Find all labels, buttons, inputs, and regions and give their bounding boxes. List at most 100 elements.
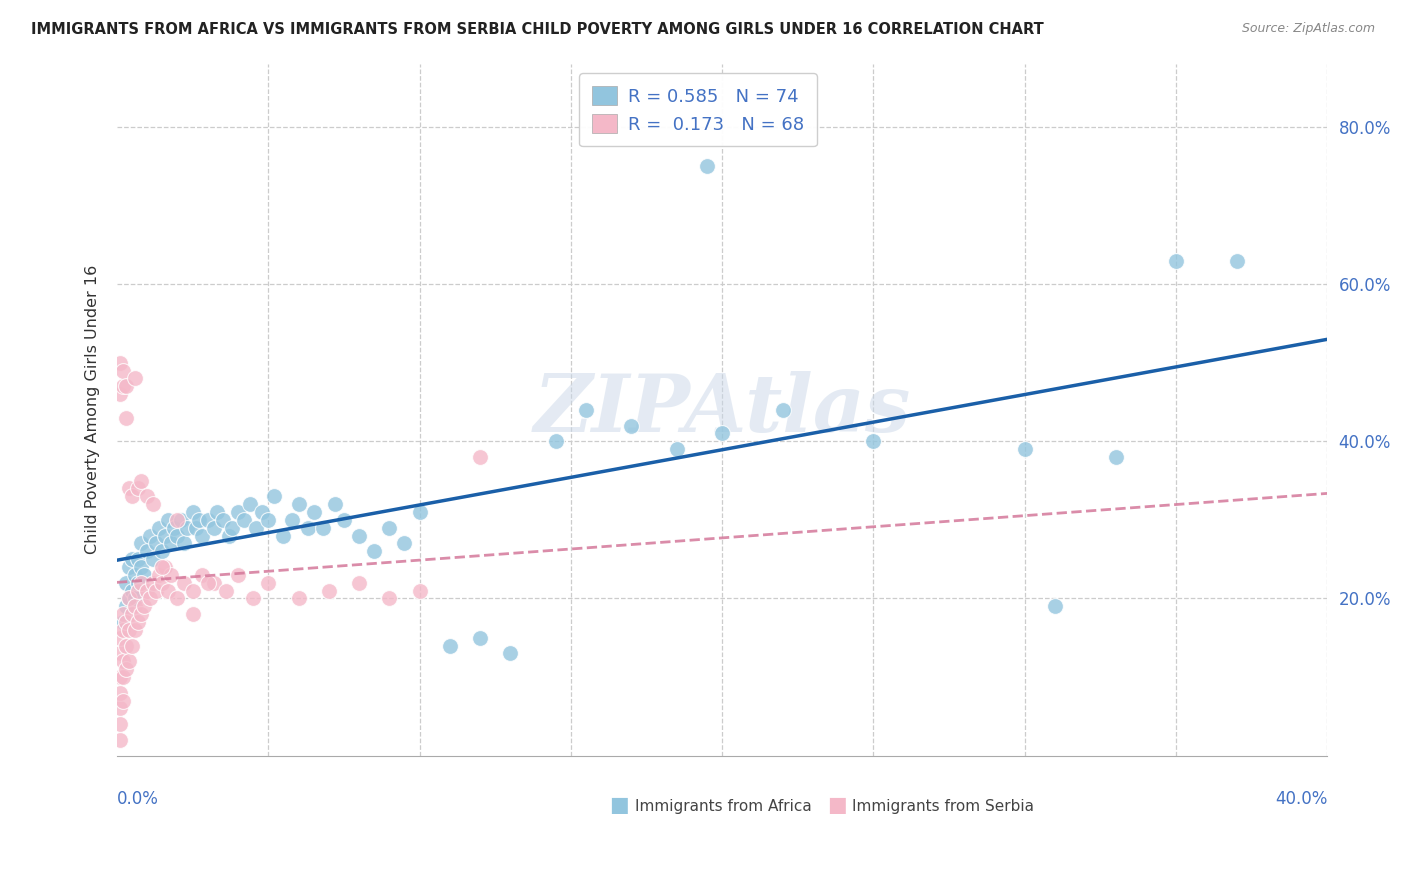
Point — [408, 583, 430, 598]
Point — [665, 442, 688, 457]
Point — [129, 560, 152, 574]
Point — [127, 583, 149, 598]
Point — [166, 513, 188, 527]
Point — [150, 544, 173, 558]
Point — [124, 591, 146, 606]
Text: ZIPAtlas: ZIPAtlas — [533, 371, 911, 449]
Point — [139, 591, 162, 606]
Point — [862, 434, 884, 449]
Point — [544, 434, 567, 449]
Point — [118, 623, 141, 637]
Point — [273, 528, 295, 542]
Point — [121, 607, 143, 622]
Point — [394, 536, 416, 550]
Point — [181, 583, 204, 598]
Point — [121, 639, 143, 653]
Point — [150, 575, 173, 590]
Point — [245, 521, 267, 535]
Point — [134, 599, 156, 614]
Text: Immigrants from Africa: Immigrants from Africa — [636, 799, 811, 814]
Point — [181, 607, 204, 622]
Point — [257, 513, 280, 527]
Point — [468, 450, 491, 464]
Point — [221, 521, 243, 535]
Point — [378, 521, 401, 535]
Point — [142, 497, 165, 511]
Point — [127, 482, 149, 496]
Point — [169, 513, 191, 527]
Point — [173, 575, 195, 590]
Point — [129, 575, 152, 590]
Point — [115, 410, 138, 425]
Point — [160, 567, 183, 582]
Point — [318, 583, 340, 598]
Point — [575, 402, 598, 417]
Text: ■: ■ — [609, 795, 628, 815]
Point — [136, 489, 159, 503]
Point — [184, 521, 207, 535]
Point — [233, 513, 256, 527]
Point — [111, 607, 134, 622]
Point — [111, 363, 134, 377]
Text: IMMIGRANTS FROM AFRICA VS IMMIGRANTS FROM SERBIA CHILD POVERTY AMONG GIRLS UNDER: IMMIGRANTS FROM AFRICA VS IMMIGRANTS FRO… — [31, 22, 1043, 37]
Point — [148, 567, 170, 582]
Point — [115, 662, 138, 676]
Point — [134, 567, 156, 582]
Point — [190, 528, 212, 542]
Point — [1104, 450, 1126, 464]
Point — [1043, 599, 1066, 614]
Point — [150, 560, 173, 574]
Point — [287, 591, 309, 606]
Point — [378, 591, 401, 606]
Point — [218, 528, 240, 542]
Point — [302, 505, 325, 519]
Point — [160, 536, 183, 550]
Point — [118, 560, 141, 574]
Point — [121, 489, 143, 503]
Point — [115, 379, 138, 393]
Point — [197, 575, 219, 590]
Point — [129, 536, 152, 550]
Point — [202, 575, 225, 590]
Point — [124, 371, 146, 385]
Point — [696, 159, 718, 173]
Point — [124, 567, 146, 582]
Point — [136, 583, 159, 598]
Point — [1226, 253, 1249, 268]
Point — [108, 717, 131, 731]
Point — [226, 567, 249, 582]
Point — [157, 583, 180, 598]
Point — [129, 474, 152, 488]
Point — [197, 513, 219, 527]
Point — [148, 521, 170, 535]
Point — [108, 647, 131, 661]
Text: 40.0%: 40.0% — [1275, 790, 1327, 808]
Point — [139, 528, 162, 542]
Point — [215, 583, 238, 598]
Point — [347, 528, 370, 542]
Point — [202, 521, 225, 535]
Legend: R = 0.585   N = 74, R =  0.173   N = 68: R = 0.585 N = 74, R = 0.173 N = 68 — [579, 73, 817, 146]
Point — [142, 575, 165, 590]
Point — [620, 418, 643, 433]
Point — [155, 560, 177, 574]
Point — [111, 670, 134, 684]
Point — [111, 615, 134, 629]
Point — [121, 552, 143, 566]
Point — [212, 513, 235, 527]
Point — [111, 623, 134, 637]
Point — [118, 654, 141, 668]
Point — [239, 497, 262, 511]
Point — [439, 639, 461, 653]
Point — [111, 379, 134, 393]
Point — [205, 505, 228, 519]
Point — [118, 591, 141, 606]
Point — [408, 505, 430, 519]
Point — [190, 567, 212, 582]
Point — [108, 701, 131, 715]
Point — [108, 356, 131, 370]
Point — [124, 623, 146, 637]
Text: 0.0%: 0.0% — [117, 790, 159, 808]
Point — [108, 732, 131, 747]
Point — [145, 583, 167, 598]
